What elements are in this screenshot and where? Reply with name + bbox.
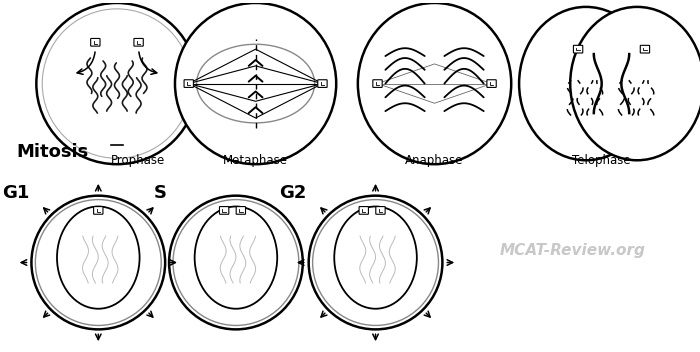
Ellipse shape xyxy=(32,196,165,329)
FancyBboxPatch shape xyxy=(640,45,650,53)
Ellipse shape xyxy=(519,7,653,160)
Text: G2: G2 xyxy=(279,184,307,202)
Text: MCAT-Review.org: MCAT-Review.org xyxy=(499,243,645,258)
FancyBboxPatch shape xyxy=(376,207,385,214)
FancyBboxPatch shape xyxy=(236,207,246,214)
FancyBboxPatch shape xyxy=(94,207,103,214)
Ellipse shape xyxy=(36,200,161,326)
Ellipse shape xyxy=(36,3,197,164)
FancyBboxPatch shape xyxy=(487,80,496,87)
FancyBboxPatch shape xyxy=(91,38,100,46)
FancyBboxPatch shape xyxy=(184,80,193,87)
Ellipse shape xyxy=(313,200,438,326)
Ellipse shape xyxy=(57,207,139,309)
Ellipse shape xyxy=(570,7,700,160)
FancyBboxPatch shape xyxy=(134,38,143,46)
FancyBboxPatch shape xyxy=(373,80,382,87)
Ellipse shape xyxy=(309,196,442,329)
Ellipse shape xyxy=(175,3,336,164)
Text: Telophase: Telophase xyxy=(573,154,631,167)
Text: S: S xyxy=(154,184,167,202)
Text: Mitosis: Mitosis xyxy=(17,143,89,162)
FancyBboxPatch shape xyxy=(318,80,327,87)
Ellipse shape xyxy=(335,207,416,309)
FancyBboxPatch shape xyxy=(359,207,368,214)
Text: G1: G1 xyxy=(2,184,29,202)
Ellipse shape xyxy=(173,200,299,326)
Text: Anaphase: Anaphase xyxy=(405,154,463,167)
Ellipse shape xyxy=(169,196,303,329)
FancyBboxPatch shape xyxy=(573,45,583,53)
Ellipse shape xyxy=(197,44,314,123)
FancyBboxPatch shape xyxy=(220,207,229,214)
Ellipse shape xyxy=(42,9,192,158)
Text: Metaphase: Metaphase xyxy=(223,154,288,167)
Ellipse shape xyxy=(195,207,277,309)
Text: Prophase: Prophase xyxy=(111,154,164,167)
Ellipse shape xyxy=(358,3,511,164)
